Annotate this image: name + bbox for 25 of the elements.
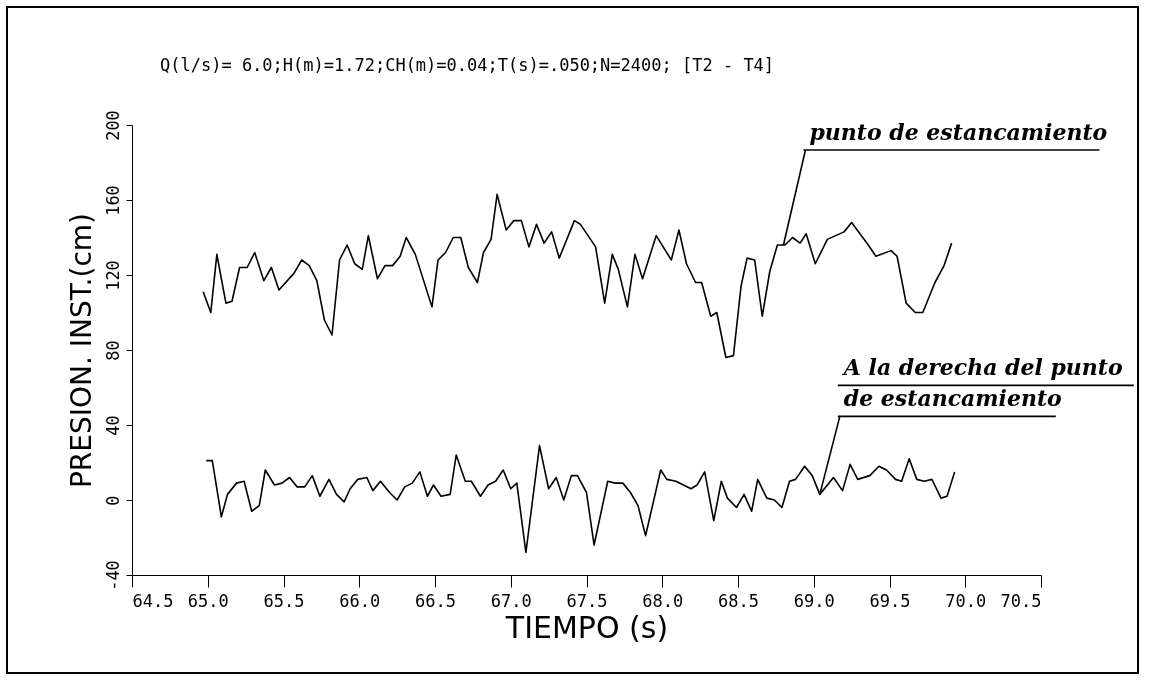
x-tick-label: 66.0 <box>339 590 381 611</box>
y-tick-label: 200 <box>102 110 123 141</box>
y-tick-label: 160 <box>102 185 123 216</box>
x-tick-label: 68.0 <box>642 590 684 611</box>
y-tick-label: 80 <box>102 340 123 361</box>
y-tick-label: 40 <box>102 415 123 436</box>
annotation: A la derecha del punto de estancamiento <box>841 354 1123 412</box>
x-tick-label: 67.0 <box>490 590 532 611</box>
x-axis-title: TIEMPO (s) <box>504 609 669 645</box>
x-tick-label: 64.5 <box>132 590 174 611</box>
chart-title: Q(l/s)= 6.0;H(m)=1.72;CH(m)=0.04;T(s)=.050;N=2400; [T2 - T4] <box>160 54 775 75</box>
y-tick-label: 0 <box>102 495 123 506</box>
x-tick-label: 68.5 <box>718 590 759 611</box>
x-tick-label: 69.0 <box>793 590 835 611</box>
annotation: punto de estancamiento <box>809 119 1108 145</box>
y-tick-label: -40 <box>102 560 123 591</box>
x-tick-label: 66.5 <box>415 590 456 611</box>
x-tick-label: 70.0 <box>945 590 987 611</box>
x-tick-label: 67.5 <box>566 590 608 611</box>
x-tick-label: 65.0 <box>187 590 229 611</box>
x-tick-label: 70.5 <box>1000 590 1042 611</box>
y-axis-title: PRESION. INST.(cm) <box>64 212 98 489</box>
y-tick-label: 120 <box>102 260 123 291</box>
x-tick-label: 65.5 <box>263 590 305 611</box>
x-tick-label: 69.5 <box>869 590 911 611</box>
